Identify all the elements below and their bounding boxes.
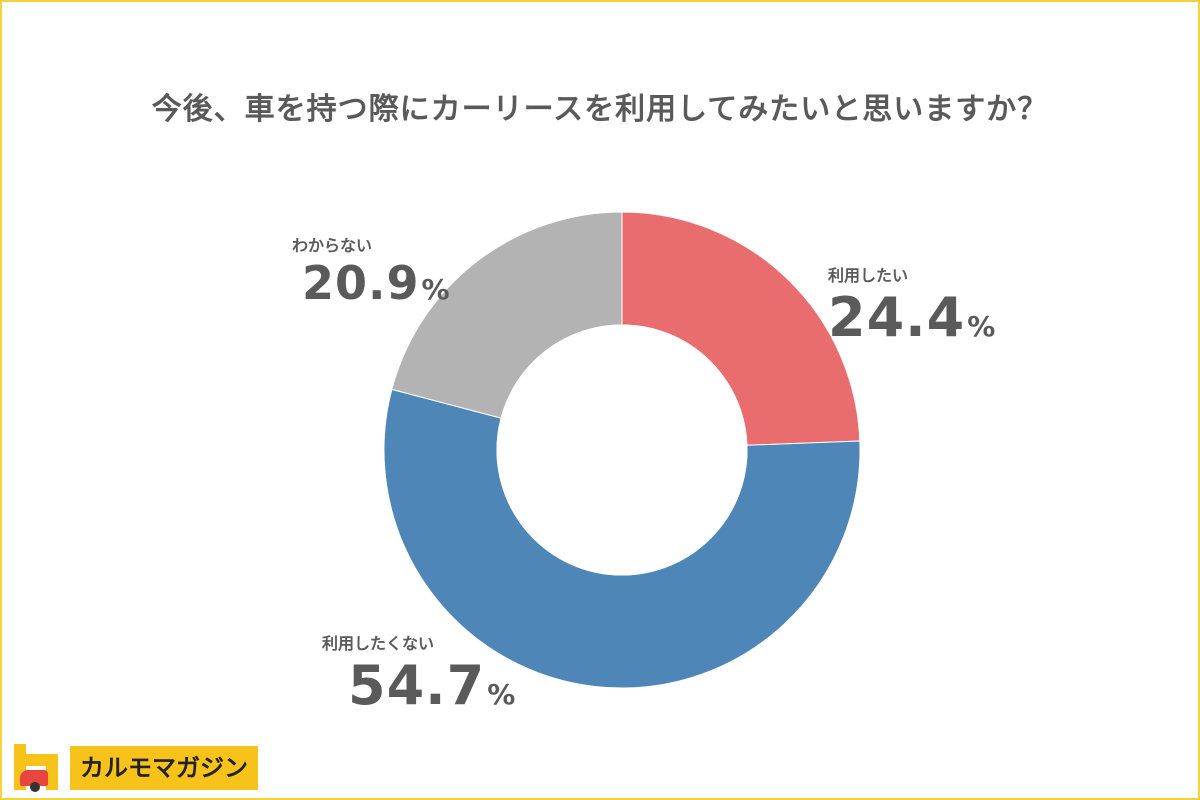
label-slice-1: 利用したくない 54.7%: [322, 630, 515, 717]
percent-sign: %: [967, 310, 996, 343]
brand-logo: カルモマガジン: [12, 744, 258, 792]
slice-label-name: わからない: [292, 236, 373, 255]
percent-sign: %: [421, 273, 450, 306]
slice-label-name: 利用したい: [828, 266, 909, 285]
slice-value: 20.9: [302, 256, 420, 310]
percent-sign: %: [487, 678, 516, 711]
label-slice-2: わからない 20.9%: [292, 232, 450, 310]
brand-name: カルモマガジン: [70, 746, 258, 790]
car-logo-icon: [12, 744, 60, 792]
slice-value: 54.7: [348, 654, 486, 717]
slice-value: 24.4: [828, 286, 966, 349]
chart-title: 今後、車を持つ際にカーリースを利用してみたいと思いますか？: [151, 92, 1049, 127]
slice-label-name: 利用したくない: [322, 634, 435, 653]
label-slice-0: 利用したい 24.4%: [828, 262, 995, 349]
inner-ring: [496, 324, 748, 576]
donut-hole: [503, 331, 741, 569]
